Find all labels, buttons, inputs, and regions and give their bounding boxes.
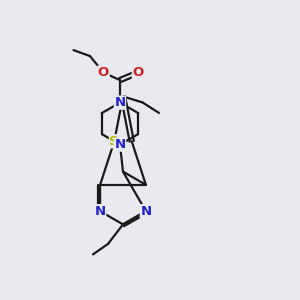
Text: O: O [132, 66, 144, 79]
Text: N: N [140, 205, 152, 218]
Text: N: N [114, 96, 126, 109]
Text: N: N [94, 205, 106, 218]
Text: O: O [98, 66, 109, 79]
Text: N: N [114, 138, 126, 151]
Text: S: S [110, 135, 119, 148]
